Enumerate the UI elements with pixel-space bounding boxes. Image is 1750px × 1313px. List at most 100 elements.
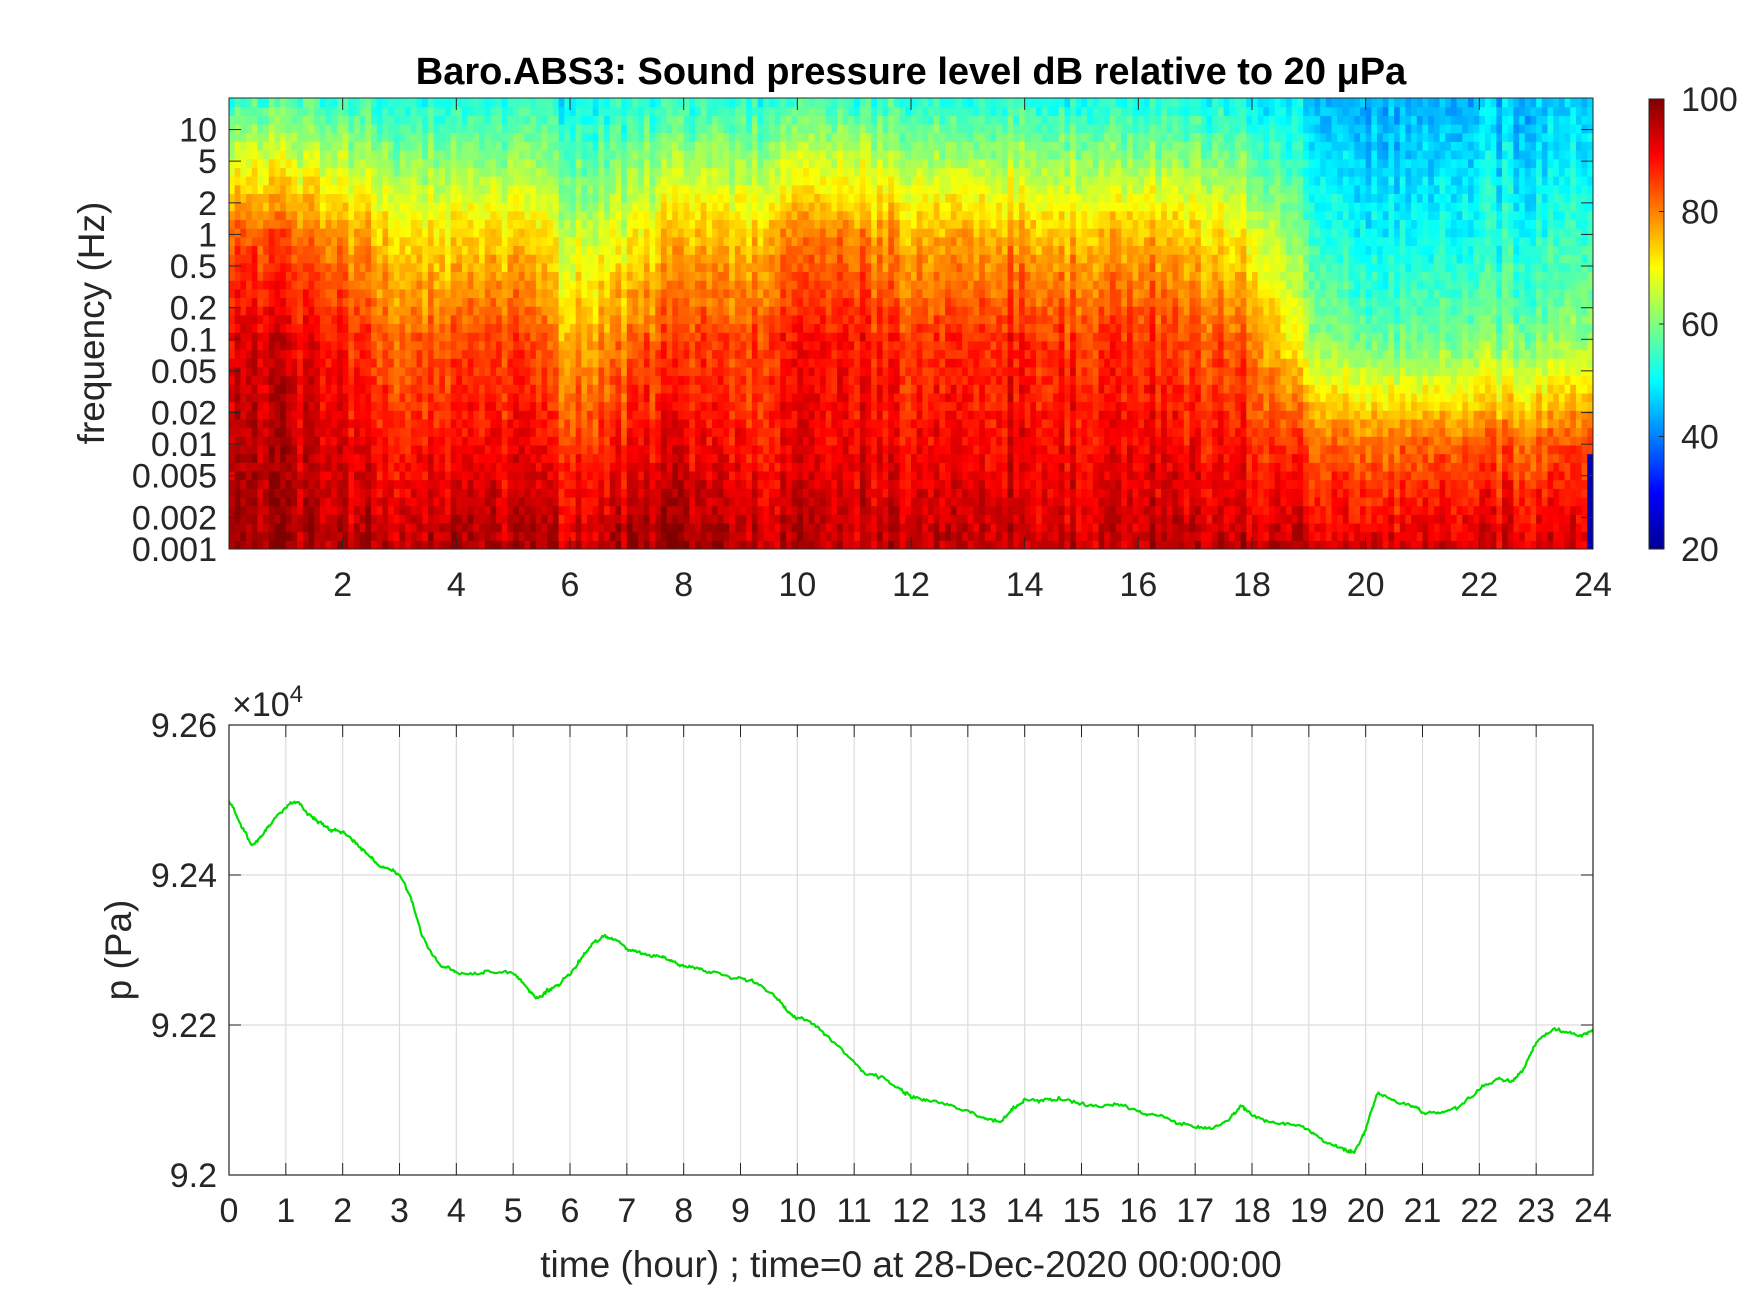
spectrogram-cell: [257, 158, 264, 168]
spectrogram-cell: [734, 514, 742, 524]
spectrogram-cell: [371, 505, 378, 515]
spectrogram-cell: [757, 514, 764, 524]
spectrogram-cell: [484, 375, 492, 385]
spectrogram-cell: [547, 132, 554, 142]
spectrogram-cell: [672, 280, 679, 290]
spectrogram-cell: [740, 210, 747, 221]
spectrogram-cell: [416, 522, 423, 533]
spectrogram-cell: [513, 245, 520, 255]
spectrogram-cell: [683, 150, 690, 160]
spectrogram-cell: [251, 202, 259, 212]
spectrogram-cell: [229, 297, 236, 307]
spectrogram-cell: [615, 436, 622, 446]
spectrogram-cell: [484, 297, 492, 307]
spectrogram-cell: [604, 453, 611, 463]
spectrogram-cell: [649, 505, 656, 515]
spectrogram-cell: [268, 306, 276, 316]
spectrogram-cell: [683, 375, 690, 385]
spectrogram-cell: [399, 522, 406, 533]
spectrogram-cell: [712, 150, 719, 160]
spectrogram-cell: [263, 540, 270, 549]
spectrogram-cell: [263, 332, 270, 342]
spectrogram-cell: [393, 401, 401, 411]
spectrogram-cell: [643, 228, 651, 238]
spectrogram-cell: [405, 505, 412, 515]
spectrogram-cell: [558, 262, 565, 273]
spectrogram-cell: [530, 167, 537, 177]
spectrogram-cell: [359, 262, 366, 273]
spectrogram-cell: [712, 124, 719, 134]
spectrogram-cell: [479, 470, 486, 481]
spectrogram-cell: [712, 488, 719, 498]
spectrogram-cell: [655, 514, 662, 524]
spectrogram-cell: [695, 349, 702, 359]
spectrogram-cell: [427, 332, 435, 342]
spectrogram-cell: [626, 479, 634, 489]
spectrogram-cell: [371, 297, 378, 307]
spectrogram-cell: [689, 462, 696, 472]
spectrogram-cell: [456, 236, 463, 247]
spectrogram-cell: [609, 531, 617, 541]
spectrogram-cell: [308, 384, 315, 394]
spectrogram-cell: [740, 349, 747, 359]
spectrogram-cell: [263, 106, 270, 116]
spectrogram-cell: [342, 453, 349, 463]
spectrogram-cell: [342, 280, 349, 290]
spectrogram-cell: [444, 531, 452, 541]
spectrogram-cell: [649, 106, 656, 116]
spectrogram-cell: [246, 444, 253, 455]
spectrogram-cell: [638, 262, 645, 273]
spectrogram-cell: [558, 462, 565, 472]
spectrogram-cell: [456, 288, 463, 299]
spectrogram-cell: [643, 280, 651, 290]
spectrogram-cell: [513, 444, 520, 455]
spectrogram-cell: [564, 297, 571, 307]
spectrogram-cell: [467, 314, 474, 325]
spectrogram-cell: [490, 254, 497, 264]
spectrogram-cell: [325, 236, 332, 247]
spectrogram-cell: [575, 245, 582, 255]
spectrogram-cell: [655, 288, 662, 299]
spectrogram-cell: [473, 531, 480, 541]
spectrogram-cell: [297, 401, 304, 411]
spectrogram-cell: [547, 106, 554, 116]
spectrogram-cell: [615, 245, 622, 255]
spectrogram-cell: [399, 271, 406, 281]
spectrogram-cell: [632, 158, 639, 168]
spectrogram-cell: [570, 410, 577, 420]
spectrogram-cell: [621, 141, 628, 151]
spectrogram-cell: [712, 280, 719, 290]
spectrogram-cell: [518, 254, 526, 264]
spectrogram-cell: [416, 193, 423, 203]
spectrogram-cell: [229, 132, 236, 142]
spectrogram-cell: [229, 366, 236, 377]
spectrogram-cell: [302, 427, 310, 437]
spectrogram-cell: [581, 358, 588, 368]
spectrogram-cell: [422, 505, 429, 515]
spectrogram-cell: [416, 158, 423, 168]
spectrogram-cell: [291, 193, 298, 203]
spectrogram-cell: [427, 470, 435, 481]
spectrogram-cell: [535, 453, 543, 463]
spectrogram-cell: [274, 167, 281, 177]
spectrogram-cell: [734, 427, 742, 437]
spectrogram-cell: [547, 505, 554, 515]
spectrogram-cell: [376, 193, 384, 203]
spectrogram-cell: [348, 184, 355, 194]
spectrogram-cell: [518, 297, 526, 307]
spectrogram-cell: [251, 132, 259, 142]
spectrogram-cell: [643, 271, 651, 281]
spectrogram-cell: [484, 280, 492, 290]
spectrogram-cell: [564, 453, 571, 463]
spectrogram-cell: [621, 531, 628, 541]
spectrogram-cell: [342, 392, 349, 403]
spectrogram-cell: [314, 280, 321, 290]
spectrogram-cell: [388, 306, 395, 316]
spectrogram-cell: [382, 340, 389, 351]
spectrogram-cell: [297, 262, 304, 273]
spectrogram-cell: [587, 297, 594, 307]
spectrogram-cell: [757, 115, 764, 125]
spectrogram-cell: [371, 462, 378, 472]
spectrogram-cell: [655, 271, 662, 281]
spectrogram-cell: [660, 158, 668, 168]
